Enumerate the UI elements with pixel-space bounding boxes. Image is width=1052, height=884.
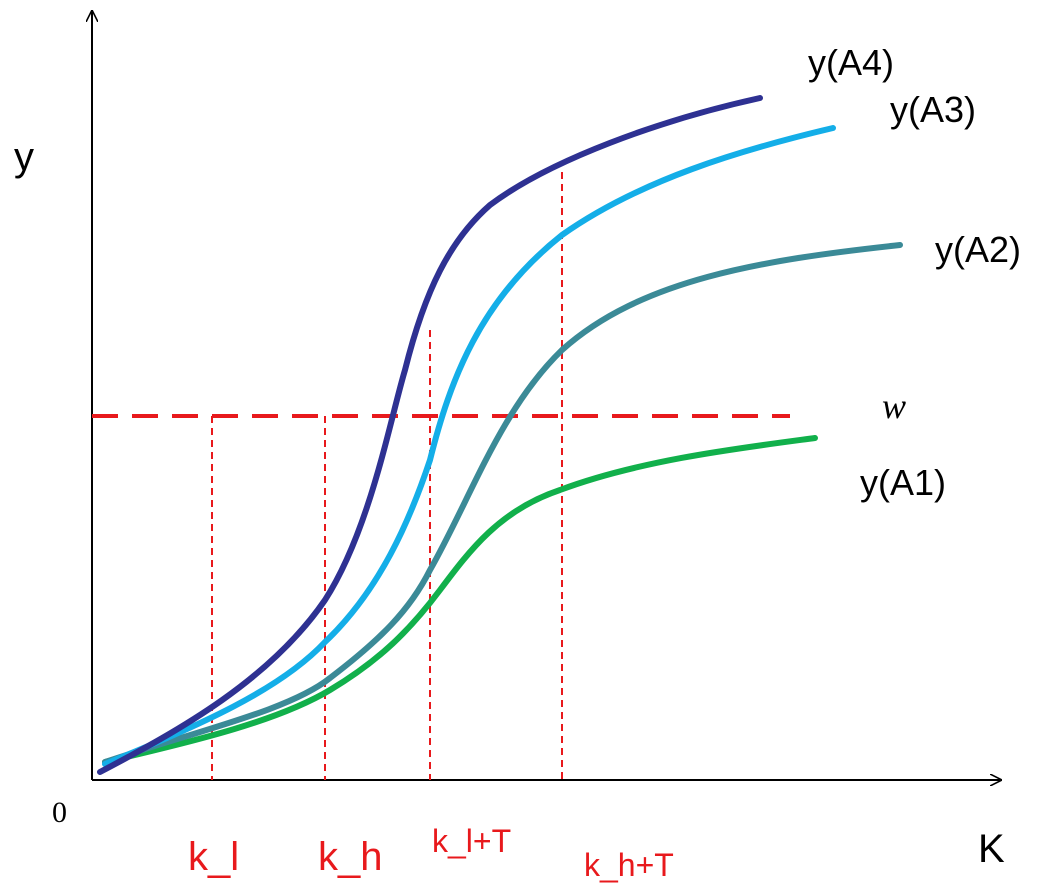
curve-y-a4 bbox=[97, 95, 763, 775]
marker-label-k-h-plus-t: k_h+T bbox=[584, 847, 674, 883]
x-axis-label: K bbox=[978, 827, 1005, 871]
marker-label-k-l-plus-t: k_l+T bbox=[432, 823, 511, 859]
label-y-a1: y(A1) bbox=[860, 462, 946, 503]
origin-label: 0 bbox=[52, 796, 67, 829]
curve-y-a1 bbox=[102, 435, 818, 765]
label-y-a3: y(A3) bbox=[890, 89, 976, 130]
curve-y-a3 bbox=[102, 125, 836, 767]
threshold-label: w bbox=[882, 386, 906, 426]
marker-label-k-l: k_l bbox=[188, 835, 239, 879]
marker-label-k-h: k_h bbox=[318, 835, 383, 879]
y-axis-label: y bbox=[14, 135, 34, 179]
curve-y-a2 bbox=[102, 242, 903, 765]
label-y-a4: y(A4) bbox=[808, 42, 894, 83]
label-y-a2: y(A2) bbox=[935, 229, 1021, 270]
